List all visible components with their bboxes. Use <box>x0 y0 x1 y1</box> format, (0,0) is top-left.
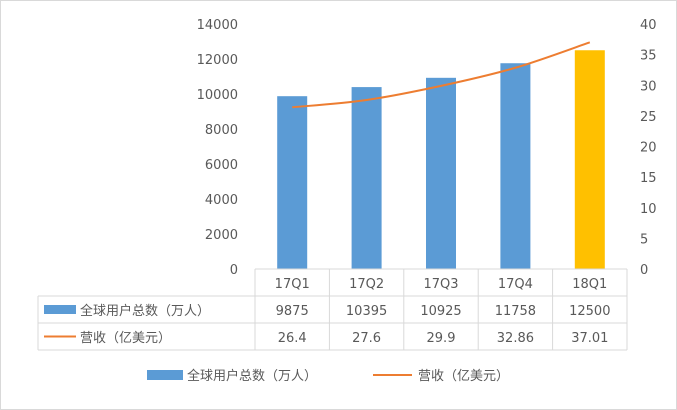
line-path <box>292 41 591 109</box>
x-category-label: 17Q4 <box>498 277 533 292</box>
legend-bar-label: 全球用户总数（万人） <box>187 368 317 384</box>
axes: 0 2000 4000 6000 8000 10000 12000 14000 0 5 10 15 20… <box>197 18 657 278</box>
y-left-tick-label: 8000 <box>205 123 238 138</box>
table-series-name: 营收（亿美元） <box>80 331 171 346</box>
y-left-tick-label: 4000 <box>205 193 238 208</box>
table-value: 26.4 <box>278 331 307 346</box>
table-value: 27.6 <box>352 331 381 346</box>
y-left-tick-label: 10000 <box>197 88 238 103</box>
y-right-tick-label: 30 <box>640 79 657 94</box>
y-right-tick-label: 15 <box>640 171 657 186</box>
y-left-tick-label: 6000 <box>205 158 238 173</box>
table-value: 11758 <box>495 304 536 319</box>
table-value: 29.9 <box>427 331 456 346</box>
bar <box>351 87 382 270</box>
table-value: 37.01 <box>571 331 608 346</box>
bar <box>574 50 605 269</box>
x-category-label: 17Q3 <box>423 277 458 292</box>
bar <box>426 77 456 269</box>
line-series <box>292 41 591 109</box>
y-right-tick-label: 35 <box>640 49 657 64</box>
y-right-tick-label: 0 <box>640 263 648 278</box>
x-category-label: 18Q1 <box>572 277 607 292</box>
legend-line-label: 营收（亿美元） <box>418 369 509 384</box>
y-left-tick-label: 12000 <box>197 53 238 68</box>
table-value: 32.86 <box>497 331 534 346</box>
data-table: 17Q1 17Q2 17Q3 17Q4 18Q1 全球用户总数（万人） 9875 10395 1… <box>37 268 628 351</box>
table-value: 10925 <box>420 304 461 319</box>
y-right-tick-label: 20 <box>640 141 657 156</box>
y-right-tick-label: 5 <box>640 232 648 247</box>
y-right-tick-label: 40 <box>640 18 657 33</box>
table-series-name: 全球用户总数（万人） <box>80 303 210 319</box>
y-left-tick-label: 14000 <box>197 18 238 33</box>
table-value: 10395 <box>346 304 387 319</box>
bar <box>500 63 531 269</box>
legend: 全球用户总数（万人） 营收（亿美元） <box>147 368 509 384</box>
x-category-label: 17Q1 <box>275 277 310 292</box>
table-value: 9875 <box>276 304 309 319</box>
legend-bar-swatch <box>147 370 183 380</box>
y-right-tick-label: 10 <box>640 202 657 217</box>
x-category-label: 17Q2 <box>349 277 384 292</box>
y-left-tick-label: 0 <box>230 263 238 278</box>
table-value: 12500 <box>569 304 610 319</box>
bars <box>277 50 605 270</box>
bar <box>277 96 308 269</box>
y-left-tick-label: 2000 <box>205 228 238 243</box>
y-right-tick-label: 25 <box>640 110 657 125</box>
table-bar-key <box>44 305 76 314</box>
